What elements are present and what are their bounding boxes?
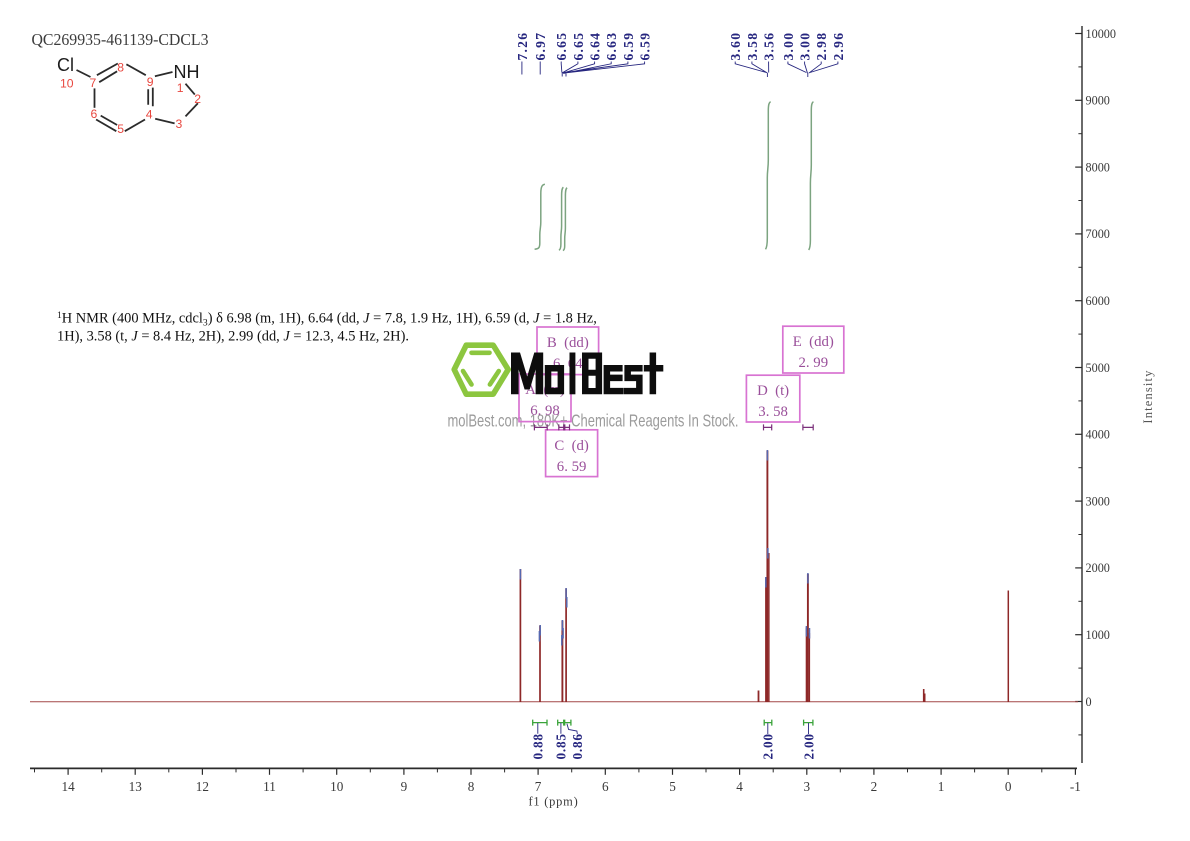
svg-text:3.00: 3.00 bbox=[798, 33, 813, 61]
svg-text:2: 2 bbox=[871, 779, 878, 794]
svg-text:4: 4 bbox=[736, 779, 743, 794]
svg-text:2. 99: 2. 99 bbox=[799, 355, 829, 371]
svg-text:11: 11 bbox=[263, 779, 276, 794]
svg-text:2.96: 2.96 bbox=[831, 33, 846, 61]
svg-text:0.86: 0.86 bbox=[570, 734, 585, 760]
svg-text:6: 6 bbox=[91, 107, 98, 121]
svg-text:12: 12 bbox=[196, 779, 209, 794]
svg-text:2: 2 bbox=[194, 92, 201, 106]
svg-text:10: 10 bbox=[330, 779, 344, 794]
svg-text:molBest.com, 180K+ Chemical Re: molBest.com, 180K+ Chemical Reagents In … bbox=[448, 411, 739, 431]
svg-text:14: 14 bbox=[62, 779, 76, 794]
svg-text:1H NMR (400 MHz, cdcl3) δ 6.98: 1H NMR (400 MHz, cdcl3) δ 6.98 (m, 1H), … bbox=[57, 310, 597, 329]
svg-text:6. 59: 6. 59 bbox=[557, 459, 587, 475]
svg-text:13: 13 bbox=[129, 779, 143, 794]
svg-text:1: 1 bbox=[177, 81, 184, 95]
svg-text:0.85: 0.85 bbox=[554, 734, 569, 760]
svg-text:5000: 5000 bbox=[1086, 361, 1110, 375]
svg-text:8: 8 bbox=[117, 61, 124, 75]
svg-text:1H), 3.58 (t, J = 8.4 Hz, 2H),: 1H), 3.58 (t, J = 8.4 Hz, 2H), 2.99 (dd,… bbox=[57, 329, 409, 345]
svg-text:6.59: 6.59 bbox=[638, 33, 653, 61]
svg-text:QC269935-461139-CDCL3: QC269935-461139-CDCL3 bbox=[32, 30, 209, 49]
svg-text:6. 98: 6. 98 bbox=[530, 403, 560, 419]
svg-text:6000: 6000 bbox=[1086, 294, 1110, 308]
svg-text:8000: 8000 bbox=[1086, 160, 1110, 174]
svg-text:0: 0 bbox=[1086, 695, 1092, 709]
svg-text:3: 3 bbox=[176, 117, 183, 131]
svg-text:10000: 10000 bbox=[1086, 27, 1116, 41]
svg-text:7000: 7000 bbox=[1086, 227, 1110, 241]
svg-text:9: 9 bbox=[147, 75, 154, 89]
svg-text:5: 5 bbox=[117, 122, 124, 136]
svg-text:E (dd): E (dd) bbox=[793, 334, 834, 350]
svg-text:1000: 1000 bbox=[1086, 628, 1110, 642]
svg-text:6.64: 6.64 bbox=[588, 33, 603, 61]
svg-text:6: 6 bbox=[602, 779, 609, 794]
svg-text:0.88: 0.88 bbox=[530, 734, 545, 760]
svg-text:2.00: 2.00 bbox=[801, 734, 816, 760]
svg-text:9: 9 bbox=[401, 779, 408, 794]
svg-text:3.56: 3.56 bbox=[762, 33, 777, 61]
svg-text:6.65: 6.65 bbox=[571, 33, 586, 61]
svg-text:10: 10 bbox=[60, 77, 74, 91]
svg-text:3.00: 3.00 bbox=[781, 33, 796, 61]
svg-text:6.63: 6.63 bbox=[604, 33, 619, 61]
svg-text:7: 7 bbox=[90, 76, 97, 90]
svg-text:7: 7 bbox=[535, 779, 542, 794]
svg-text:4: 4 bbox=[146, 108, 153, 122]
svg-text:4000: 4000 bbox=[1086, 428, 1110, 442]
svg-text:7.26: 7.26 bbox=[515, 33, 530, 61]
svg-text:3: 3 bbox=[804, 779, 811, 794]
svg-text:3.58: 3.58 bbox=[745, 33, 760, 61]
svg-text:2.00: 2.00 bbox=[761, 734, 776, 760]
svg-text:9000: 9000 bbox=[1086, 94, 1110, 108]
svg-text:-1: -1 bbox=[1070, 779, 1081, 794]
svg-text:6.59: 6.59 bbox=[621, 33, 636, 61]
svg-text:6.97: 6.97 bbox=[533, 33, 548, 61]
svg-text:C (d): C (d) bbox=[554, 438, 589, 454]
svg-text:0: 0 bbox=[1005, 779, 1012, 794]
svg-text:D (t): D (t) bbox=[757, 383, 789, 399]
svg-text:f1 (ppm): f1 (ppm) bbox=[528, 795, 578, 809]
svg-text:3. 58: 3. 58 bbox=[758, 404, 788, 420]
svg-text:NH: NH bbox=[174, 62, 200, 82]
svg-text:6.65: 6.65 bbox=[554, 33, 569, 61]
svg-text:8: 8 bbox=[468, 779, 475, 794]
svg-text:3000: 3000 bbox=[1086, 494, 1110, 508]
svg-text:2.98: 2.98 bbox=[814, 33, 829, 61]
svg-text:2000: 2000 bbox=[1086, 561, 1110, 575]
svg-text:Intensity: Intensity bbox=[1141, 369, 1155, 423]
svg-text:5: 5 bbox=[669, 779, 676, 794]
svg-text:3.60: 3.60 bbox=[728, 33, 743, 61]
svg-text:1: 1 bbox=[938, 779, 945, 794]
svg-text:B (dd): B (dd) bbox=[547, 335, 589, 351]
svg-text:Cl: Cl bbox=[57, 55, 74, 75]
